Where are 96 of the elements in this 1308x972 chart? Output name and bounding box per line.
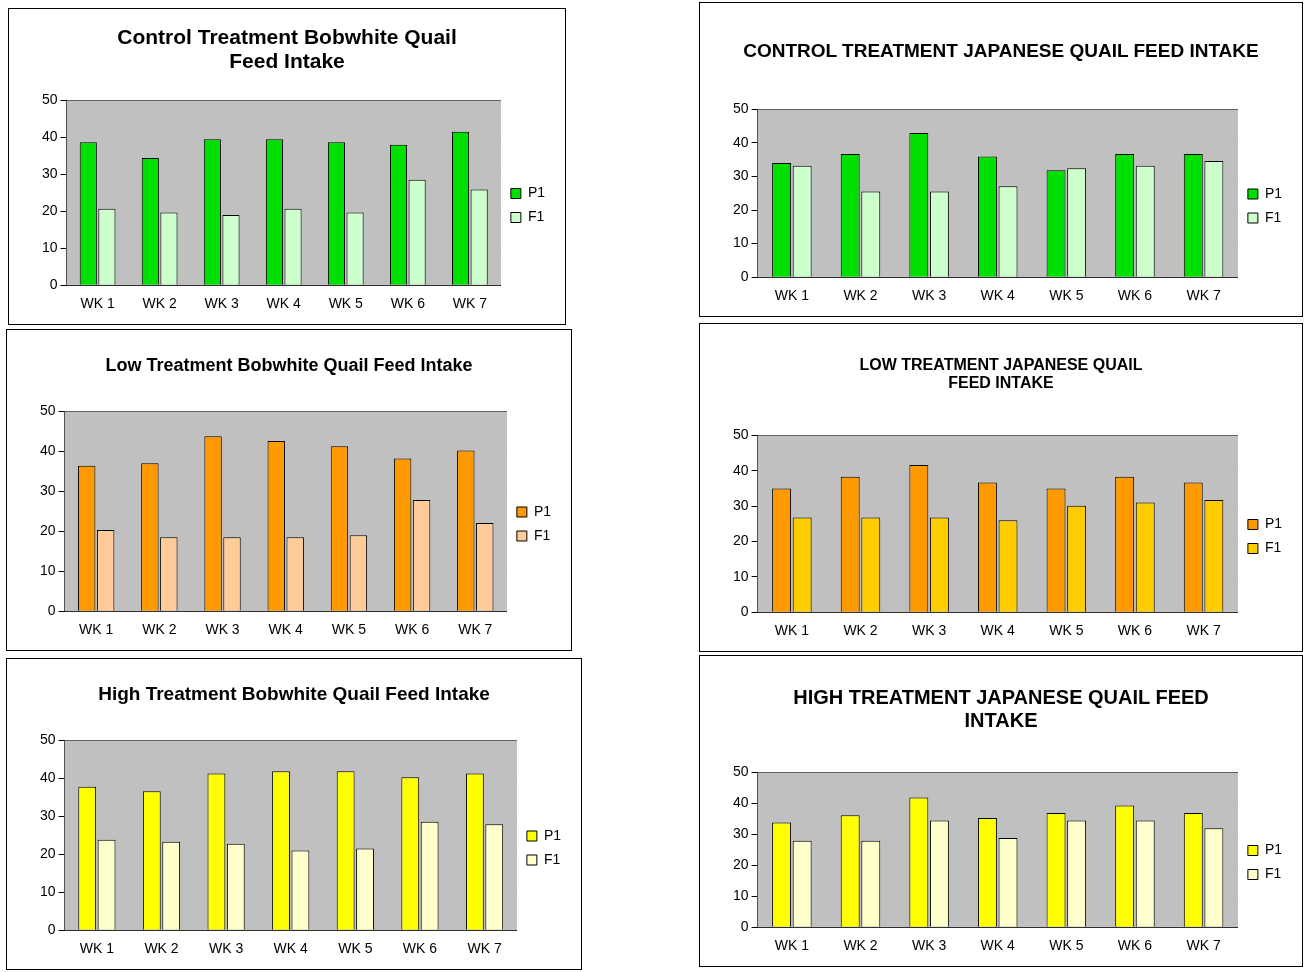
x-tick-label: WK 2	[843, 937, 878, 954]
x-tick-label: WK 7	[467, 940, 502, 957]
x-tick-label: WK 5	[328, 295, 364, 312]
x-tick-label: WK 3	[911, 937, 947, 954]
legend-label: F1	[543, 850, 561, 867]
y-tick-label: 10	[39, 883, 56, 900]
y-tick-label: 30	[39, 807, 56, 824]
y-tick-label: 50	[732, 763, 749, 780]
x-tick-label: WK 5	[1049, 622, 1084, 639]
y-tick-label: 10	[732, 887, 749, 904]
x-tick-label: WK 1	[774, 287, 810, 304]
x-tick-label: WK 3	[205, 621, 240, 638]
legend-label: P1	[1264, 184, 1283, 201]
y-tick-label: 40	[732, 461, 749, 478]
y-tick-label: 20	[39, 522, 56, 539]
y-tick-label: 10	[39, 562, 56, 579]
x-tick-label: WK 2	[843, 622, 878, 639]
x-tick-label: WK 7	[452, 295, 488, 312]
y-tick-label: 30	[732, 496, 749, 513]
y-tick-label: 0	[740, 603, 749, 620]
y-tick-label: 0	[740, 918, 749, 935]
x-tick-label: WK 4	[273, 940, 309, 957]
x-tick-label: WK 5	[331, 621, 367, 638]
legend-label: P1	[543, 826, 562, 843]
legend-label: P1	[1264, 515, 1283, 532]
legend-label: F1	[1264, 208, 1282, 225]
y-tick-label: 40	[41, 128, 58, 145]
x-tick-label: WK 2	[142, 621, 177, 638]
y-tick-label: 40	[732, 794, 749, 811]
y-tick-label: 50	[39, 731, 56, 748]
x-tick-label: WK 4	[268, 621, 304, 638]
x-tick-label: WK 5	[1049, 937, 1084, 954]
y-tick-label: 0	[740, 268, 749, 285]
x-tick-label: WK 3	[204, 295, 239, 312]
x-tick-label: WK 6	[1117, 287, 1153, 304]
legend-label: F1	[1264, 539, 1282, 556]
chart-title: Control Treatment Bobwhite Quail Feed Intake	[116, 24, 458, 74]
legend-label: F1	[1264, 865, 1282, 882]
y-tick-label: 0	[47, 602, 56, 619]
legend-label: P1	[527, 184, 546, 201]
x-tick-label: WK 4	[980, 937, 1016, 954]
y-tick-label: 0	[47, 921, 56, 938]
x-tick-label: WK 5	[1049, 287, 1084, 304]
x-tick-label: WK 7	[1186, 287, 1221, 304]
x-tick-label: WK 2	[144, 940, 179, 957]
y-tick-label: 20	[732, 200, 749, 217]
chart-title: HIGH TREATMENT JAPANESE QUAIL FEED INTAKE	[792, 684, 1210, 733]
x-tick-label: WK 7	[1186, 937, 1221, 954]
y-tick-label: 30	[41, 165, 58, 182]
y-tick-label: 10	[732, 234, 749, 251]
y-tick-label: 10	[732, 567, 749, 584]
x-tick-label: WK 1	[79, 940, 115, 957]
x-tick-label: WK 6	[394, 621, 430, 638]
y-tick-label: 50	[732, 100, 749, 117]
x-tick-label: WK 3	[911, 622, 947, 639]
x-tick-label: WK 6	[1117, 937, 1153, 954]
chart-title: LOW TREATMENT JAPANESE QUAIL FEED INTAKE	[858, 355, 1144, 393]
x-tick-label: WK 6	[402, 940, 438, 957]
legend-label: F1	[533, 526, 551, 543]
y-tick-label: 0	[49, 276, 58, 293]
x-tick-label: WK 3	[911, 287, 947, 304]
x-tick-label: WK 1	[80, 295, 115, 312]
chart-title: Low Treatment Bobwhite Quail Feed Intake	[104, 353, 474, 377]
y-tick-label: 40	[39, 442, 56, 459]
x-tick-label: WK 1	[79, 621, 114, 638]
y-tick-label: 20	[732, 856, 749, 873]
y-tick-label: 20	[732, 532, 749, 549]
legend-label: P1	[533, 502, 552, 519]
x-tick-label: WK 4	[980, 287, 1016, 304]
y-tick-label: 20	[39, 845, 56, 862]
x-tick-label: WK 4	[980, 622, 1016, 639]
x-tick-label: WK 6	[1117, 622, 1153, 639]
chart-title: CONTROL TREATMENT JAPANESE QUAIL FEED INTAKE	[742, 38, 1260, 63]
x-tick-label: WK 3	[208, 940, 244, 957]
legend-label: F1	[527, 208, 545, 225]
y-tick-label: 30	[732, 825, 749, 842]
chart-title: High Treatment Bobwhite Quail Feed Intake	[97, 682, 491, 706]
y-tick-label: 50	[39, 402, 56, 419]
y-tick-label: 50	[732, 426, 749, 443]
y-tick-label: 50	[41, 91, 58, 108]
x-tick-label: WK 7	[1186, 622, 1221, 639]
x-tick-label: WK 1	[774, 937, 810, 954]
y-tick-label: 40	[39, 769, 56, 786]
x-tick-label: WK 1	[774, 622, 810, 639]
x-tick-label: WK 7	[458, 621, 493, 638]
x-tick-label: WK 5	[338, 940, 373, 957]
x-tick-label: WK 4	[266, 295, 302, 312]
y-tick-label: 20	[41, 202, 58, 219]
x-tick-label: WK 2	[843, 287, 878, 304]
x-tick-label: WK 6	[390, 295, 426, 312]
legend-label: P1	[1264, 841, 1283, 858]
x-tick-label: WK 2	[142, 295, 177, 312]
y-tick-label: 10	[41, 239, 58, 256]
y-tick-label: 30	[39, 482, 56, 499]
y-tick-label: 40	[732, 133, 749, 150]
y-tick-label: 30	[732, 167, 749, 184]
